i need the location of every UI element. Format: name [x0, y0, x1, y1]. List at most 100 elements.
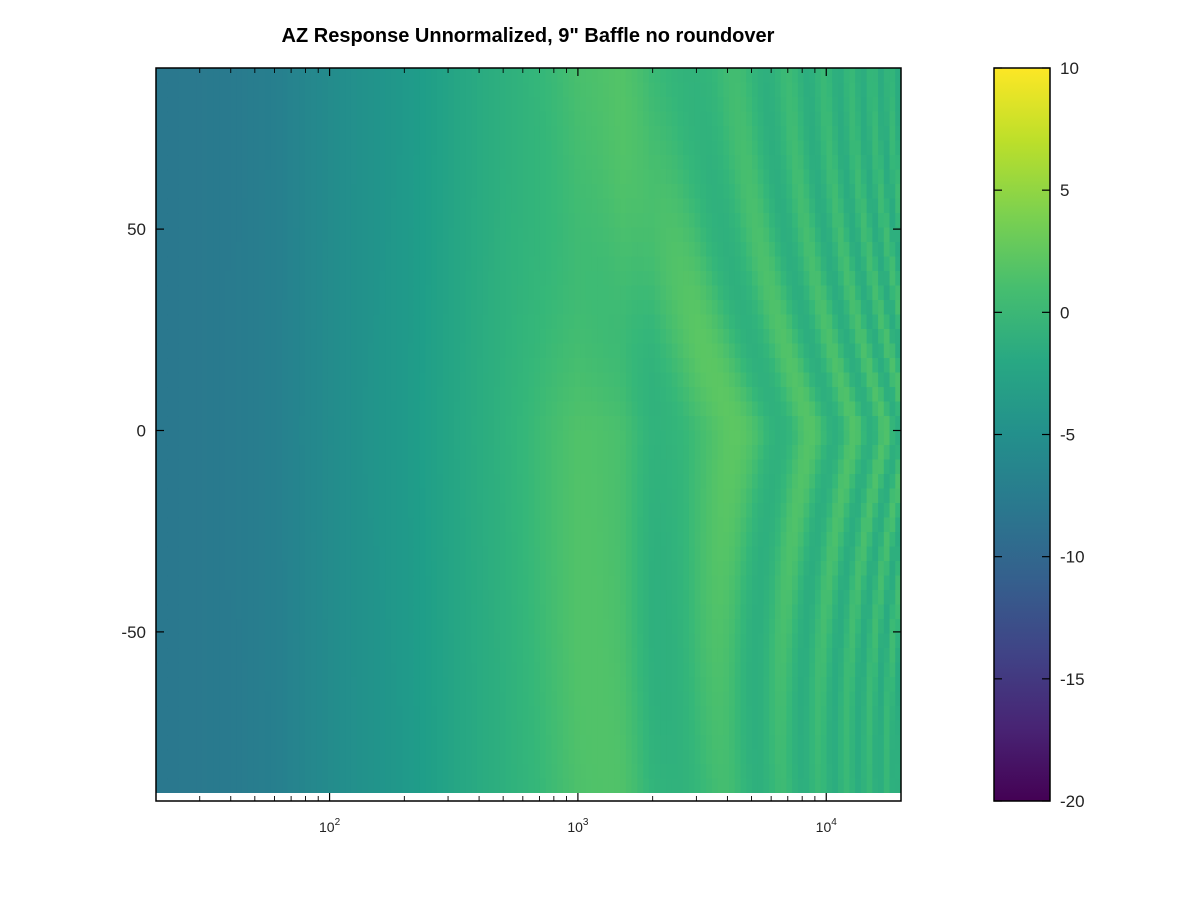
heatmap-cell — [459, 358, 467, 374]
heatmap-cell — [631, 778, 638, 793]
heatmap-cell — [551, 126, 558, 142]
heatmap-cell — [213, 329, 220, 345]
heatmap-cell — [178, 285, 186, 301]
heatmap-cell — [419, 343, 426, 359]
heatmap-cell — [385, 285, 392, 301]
heatmap-cell — [431, 720, 438, 736]
heatmap-cell — [603, 517, 610, 533]
heatmap-cell — [173, 749, 180, 765]
heatmap-cell — [385, 97, 392, 113]
heatmap-cell — [287, 401, 295, 417]
heatmap-cell — [465, 82, 472, 98]
heatmap-cell — [213, 445, 220, 461]
heatmap-cell — [247, 546, 255, 562]
heatmap-cell — [671, 82, 679, 98]
heatmap-cell — [161, 735, 169, 751]
heatmap-cell — [201, 677, 209, 693]
heatmap-cell — [654, 546, 661, 562]
heatmap-cell — [224, 416, 232, 432]
heatmap-cell — [683, 198, 690, 214]
heatmap-cell — [643, 140, 650, 156]
heatmap-cell — [425, 604, 432, 620]
heatmap-cell — [522, 517, 530, 533]
heatmap-cell — [390, 126, 398, 142]
heatmap-cell — [305, 401, 312, 417]
heatmap-cell — [356, 256, 363, 272]
heatmap-cell — [471, 401, 478, 417]
heatmap-cell — [425, 155, 432, 171]
heatmap-cell — [413, 300, 421, 316]
heatmap-cell — [431, 764, 438, 780]
heatmap-cell — [339, 401, 346, 417]
heatmap-cell — [322, 300, 329, 316]
heatmap-cell — [442, 735, 449, 751]
heatmap-cell — [666, 416, 673, 432]
heatmap-cell — [196, 459, 203, 475]
heatmap-cell — [494, 474, 501, 490]
heatmap-cell — [224, 445, 232, 461]
heatmap-cell — [654, 488, 661, 504]
heatmap-cell — [666, 706, 673, 722]
heatmap-cell — [339, 749, 346, 765]
heatmap-cell — [207, 126, 214, 142]
heatmap-cell — [156, 764, 163, 780]
heatmap-cell — [379, 155, 386, 171]
heatmap-cell — [568, 285, 575, 301]
heatmap-cell — [293, 242, 300, 258]
heatmap-cell — [425, 590, 432, 606]
heatmap-cell — [522, 474, 530, 490]
heatmap-cell — [327, 82, 335, 98]
heatmap-cell — [580, 213, 587, 229]
heatmap-cell — [471, 735, 478, 751]
heatmap-cell — [488, 575, 495, 591]
heatmap-cell — [236, 126, 243, 142]
heatmap-cell — [299, 271, 306, 287]
heatmap-cell — [161, 662, 169, 678]
heatmap-cell — [482, 561, 489, 577]
heatmap-cell — [167, 140, 174, 156]
heatmap-cell — [534, 300, 541, 316]
heatmap-cell — [213, 532, 220, 548]
heatmap-cell — [568, 126, 575, 142]
heatmap-cell — [368, 271, 375, 287]
heatmap-cell — [299, 198, 306, 214]
heatmap-cell — [643, 271, 650, 287]
heatmap-cell — [196, 691, 203, 707]
heatmap-cell — [385, 735, 392, 751]
heatmap-cell — [201, 155, 209, 171]
heatmap-cell — [259, 82, 266, 98]
heatmap-cell — [522, 256, 530, 272]
heatmap-cell — [339, 111, 346, 127]
heatmap-cell — [431, 430, 438, 446]
heatmap-cell — [637, 343, 644, 359]
heatmap-cell — [591, 546, 598, 562]
heatmap-cell — [620, 343, 627, 359]
heatmap-cell — [465, 474, 472, 490]
heatmap-cell — [499, 155, 507, 171]
heatmap-cell — [545, 430, 553, 446]
heatmap-cell — [241, 648, 249, 664]
heatmap-cell — [207, 764, 214, 780]
heatmap-cell — [534, 764, 541, 780]
heatmap-cell — [494, 662, 501, 678]
heatmap-cell — [539, 140, 547, 156]
heatmap-cell — [700, 256, 707, 272]
heatmap-cell — [580, 430, 587, 446]
heatmap-cell — [717, 720, 724, 736]
heatmap-cell — [247, 285, 255, 301]
heatmap-cell — [488, 619, 495, 635]
heatmap-cell — [436, 749, 444, 765]
heatmap-cell — [442, 749, 449, 765]
heatmap-cell — [368, 126, 375, 142]
heatmap-cell — [316, 459, 323, 475]
heatmap-cell — [373, 227, 381, 243]
heatmap-cell — [190, 633, 197, 649]
heatmap-cell — [551, 662, 558, 678]
heatmap-cell — [345, 343, 352, 359]
heatmap-cell — [494, 720, 501, 736]
heatmap-cell — [505, 82, 512, 98]
heatmap-cell — [522, 169, 530, 185]
heatmap-cell — [385, 474, 392, 490]
heatmap-cell — [711, 314, 719, 330]
heatmap-cell — [683, 329, 690, 345]
